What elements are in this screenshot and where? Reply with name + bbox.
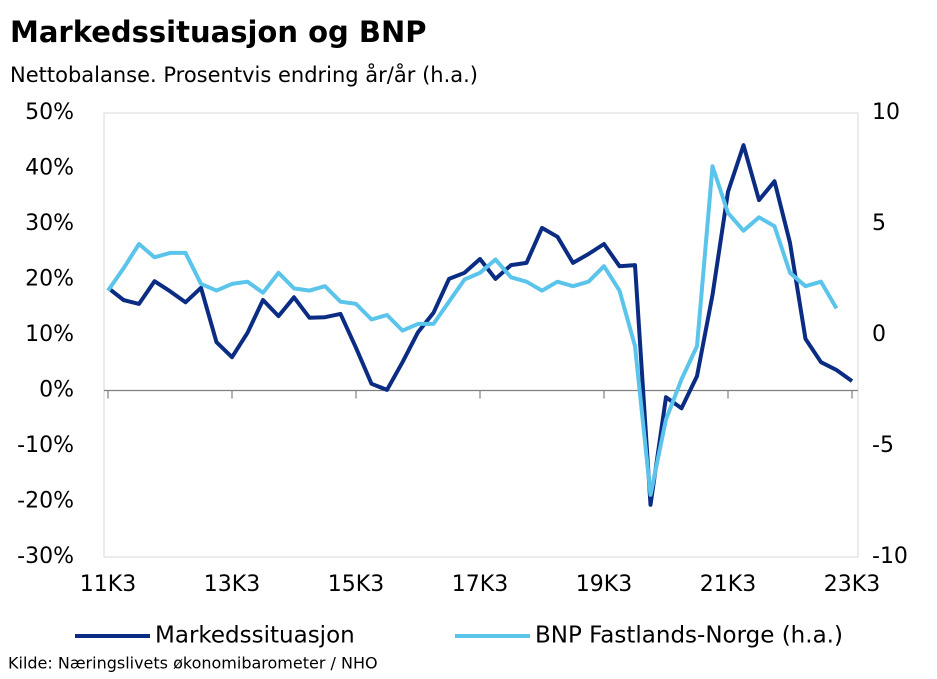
y-tick-label: -20% <box>17 489 74 514</box>
series-line <box>106 164 839 497</box>
x-tick-label: 23K3 <box>824 572 880 597</box>
y2-tick-label: -5 <box>872 433 894 458</box>
x-tick-label: 17K3 <box>452 572 508 597</box>
x-tick-label: 11K3 <box>80 572 136 597</box>
y-tick-label: 50% <box>25 100 74 125</box>
y-tick-label: -10% <box>17 433 74 458</box>
y2-tick-label: 10 <box>872 100 900 125</box>
x-tick-label: 19K3 <box>576 572 632 597</box>
y2-tick-label: 5 <box>872 211 886 236</box>
y-tick-label: 20% <box>25 267 74 292</box>
y-tick-label: 40% <box>25 156 74 181</box>
y-tick-label: -30% <box>17 544 74 569</box>
y-tick-label: 10% <box>25 322 74 347</box>
source: Kilde: Næringslivets økonomibarometer / … <box>8 654 378 673</box>
chart-subtitle: Nettobalanse. Prosentvis endring år/år (… <box>10 62 478 87</box>
series-line <box>106 143 854 507</box>
legend-label: BNP Fastlands-Norge (h.a.) <box>535 623 843 649</box>
plot-frame <box>103 112 859 558</box>
x-tick-label: 15K3 <box>328 572 384 597</box>
y-tick-label: 30% <box>25 211 74 236</box>
y2-tick-label: 0 <box>872 322 886 347</box>
chart-title: Markedssituasjon og BNP <box>10 15 426 49</box>
x-tick-label: 13K3 <box>204 572 260 597</box>
x-tick-label: 21K3 <box>700 572 756 597</box>
y2-tick-label: -10 <box>872 544 908 569</box>
y-tick-label: 0% <box>39 378 74 403</box>
legend-label: Markedssituasjon <box>155 623 355 649</box>
